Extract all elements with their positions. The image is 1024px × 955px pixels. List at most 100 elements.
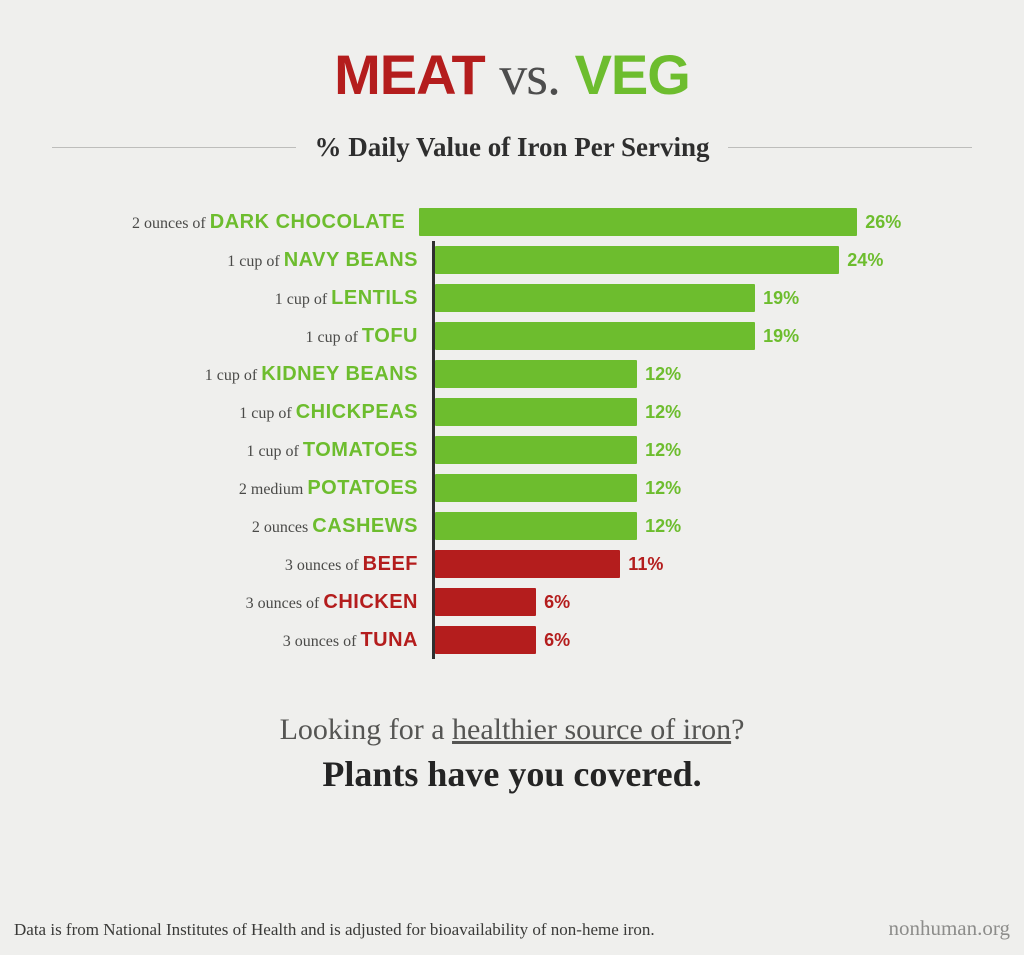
row-qty: 1 cup of xyxy=(275,291,331,308)
bar-cell: 19% xyxy=(435,322,892,350)
row-label: 1 cup of TOFU xyxy=(132,325,432,348)
row-qty: 2 ounces xyxy=(252,519,312,536)
row-label: 3 ounces of TUNA xyxy=(132,629,432,652)
bar-value: 6% xyxy=(544,592,570,613)
bar-cell: 11% xyxy=(435,550,892,578)
footer-site: nonhuman.org xyxy=(888,916,1010,941)
row-label: 2 medium POTATOES xyxy=(132,477,432,500)
chart-row: 1 cup of NAVY BEANS 24% xyxy=(132,241,892,279)
chart-subtitle: % Daily Value of Iron Per Serving xyxy=(296,132,727,163)
row-qty: 1 cup of xyxy=(227,253,283,270)
row-item-name: BEEF xyxy=(363,553,418,575)
bar-value: 12% xyxy=(645,402,681,423)
title-vs: vs. xyxy=(499,45,560,107)
tagline-pre: Looking for a xyxy=(280,713,452,746)
bar xyxy=(435,246,839,274)
bar-value: 19% xyxy=(763,326,799,347)
tagline-question: Looking for a healthier source of iron? xyxy=(280,713,745,747)
bar-cell: 19% xyxy=(435,284,892,312)
row-label: 1 cup of KIDNEY BEANS xyxy=(132,363,432,386)
subtitle-row: % Daily Value of Iron Per Serving xyxy=(52,132,972,163)
bar-value: 12% xyxy=(645,516,681,537)
bar-cell: 12% xyxy=(435,436,892,464)
bar-cell: 12% xyxy=(435,360,892,388)
chart-row: 2 ounces CASHEWS 12% xyxy=(132,507,892,545)
row-item-name: CHICKPEAS xyxy=(296,401,418,423)
chart-row: 2 medium POTATOES 12% xyxy=(132,469,892,507)
bar-cell: 12% xyxy=(435,398,892,426)
row-qty: 1 cup of xyxy=(305,329,361,346)
bar-cell: 26% xyxy=(419,208,901,236)
row-qty: 2 medium xyxy=(239,481,307,498)
row-label: 3 ounces of BEEF xyxy=(132,553,432,576)
row-label: 1 cup of TOMATOES xyxy=(132,439,432,462)
divider-right xyxy=(728,147,972,148)
bar xyxy=(435,322,755,350)
divider-left xyxy=(52,147,296,148)
row-qty: 1 cup of xyxy=(246,443,302,460)
row-label: 1 cup of NAVY BEANS xyxy=(132,249,432,272)
bar-cell: 12% xyxy=(435,512,892,540)
bar xyxy=(435,588,536,616)
row-item-name: NAVY BEANS xyxy=(284,249,418,271)
footer-source: Data is from National Institutes of Heal… xyxy=(14,920,655,940)
row-qty: 1 cup of xyxy=(239,405,295,422)
bar xyxy=(435,512,637,540)
bar-cell: 12% xyxy=(435,474,892,502)
tagline-answer: Plants have you covered. xyxy=(322,753,701,795)
row-qty: 2 ounces of xyxy=(132,215,210,232)
row-item-name: POTATOES xyxy=(307,477,418,499)
row-item-name: TOFU xyxy=(362,325,418,347)
row-item-name: LENTILS xyxy=(331,287,418,309)
bar xyxy=(435,626,536,654)
bar xyxy=(435,436,637,464)
tagline-post: ? xyxy=(731,713,744,746)
bar-cell: 24% xyxy=(435,246,892,274)
row-item-name: DARK CHOCOLATE xyxy=(210,211,406,233)
row-item-name: CASHEWS xyxy=(312,515,418,537)
row-label: 1 cup of LENTILS xyxy=(132,287,432,310)
bar xyxy=(435,550,620,578)
bar xyxy=(435,474,637,502)
main-title: MEAT vs. VEG xyxy=(334,42,690,108)
row-item-name: KIDNEY BEANS xyxy=(261,363,418,385)
chart-row: 1 cup of KIDNEY BEANS 12% xyxy=(132,355,892,393)
row-qty: 3 ounces of xyxy=(285,557,363,574)
footer: Data is from National Institutes of Heal… xyxy=(14,916,1010,941)
iron-bar-chart: 2 ounces of DARK CHOCOLATE26%1 cup of NA… xyxy=(132,203,892,659)
row-qty: 3 ounces of xyxy=(246,595,324,612)
chart-row: 2 ounces of DARK CHOCOLATE26% xyxy=(132,203,892,241)
row-label: 1 cup of CHICKPEAS xyxy=(132,401,432,424)
bar-value: 24% xyxy=(847,250,883,271)
row-item-name: TUNA xyxy=(360,629,418,651)
chart-row: 1 cup of CHICKPEAS 12% xyxy=(132,393,892,431)
row-label: 2 ounces of DARK CHOCOLATE xyxy=(132,211,419,234)
row-label: 3 ounces of CHICKEN xyxy=(132,591,432,614)
row-qty: 1 cup of xyxy=(205,367,261,384)
bar xyxy=(435,284,755,312)
title-meat: MEAT xyxy=(334,43,485,106)
bar-value: 19% xyxy=(763,288,799,309)
chart-row: 1 cup of TOFU 19% xyxy=(132,317,892,355)
row-item-name: TOMATOES xyxy=(303,439,418,461)
bar-value: 12% xyxy=(645,478,681,499)
chart-row: 3 ounces of TUNA6% xyxy=(132,621,892,659)
row-qty: 3 ounces of xyxy=(283,633,361,650)
bar-value: 12% xyxy=(645,364,681,385)
bar-cell: 6% xyxy=(435,588,892,616)
tagline-underlined: healthier source of iron xyxy=(452,713,731,746)
title-veg: VEG xyxy=(575,43,690,106)
bar xyxy=(435,398,637,426)
bar xyxy=(419,208,857,236)
bar xyxy=(435,360,637,388)
row-label: 2 ounces CASHEWS xyxy=(132,515,432,538)
chart-row: 1 cup of TOMATOES 12% xyxy=(132,431,892,469)
chart-row: 1 cup of LENTILS 19% xyxy=(132,279,892,317)
bar-value: 12% xyxy=(645,440,681,461)
row-item-name: CHICKEN xyxy=(323,591,418,613)
bar-cell: 6% xyxy=(435,626,892,654)
chart-row: 3 ounces of CHICKEN 6% xyxy=(132,583,892,621)
bar-value: 26% xyxy=(865,212,901,233)
chart-row: 3 ounces of BEEF 11% xyxy=(132,545,892,583)
bar-value: 11% xyxy=(628,554,663,575)
